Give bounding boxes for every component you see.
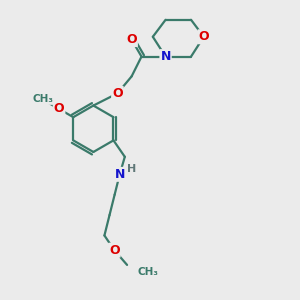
Text: N: N: [160, 50, 171, 63]
Text: N: N: [115, 168, 125, 181]
Text: CH₃: CH₃: [138, 267, 159, 277]
Text: O: O: [112, 87, 123, 100]
Text: CH₃: CH₃: [33, 94, 54, 104]
Text: O: O: [109, 244, 120, 257]
Text: H: H: [127, 164, 136, 174]
Text: O: O: [199, 30, 209, 43]
Text: O: O: [54, 103, 64, 116]
Text: O: O: [126, 33, 137, 46]
